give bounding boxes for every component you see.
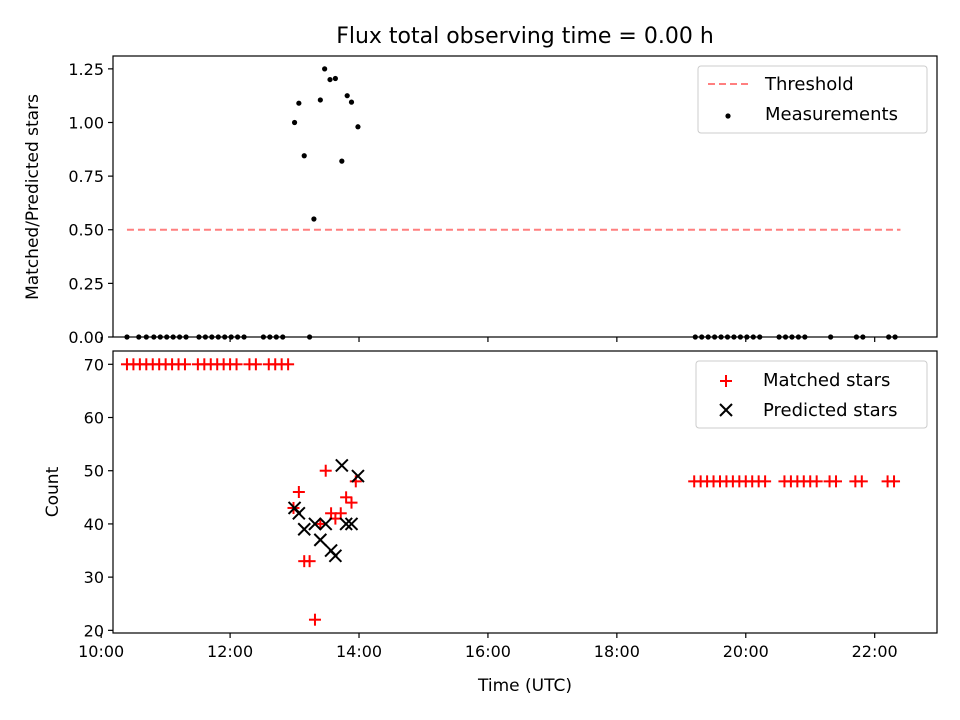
bottom-y-axis-label: Count — [43, 466, 63, 517]
matched-star-marker — [345, 496, 358, 509]
matched-star-marker — [759, 475, 772, 488]
predicted-star-marker — [319, 517, 333, 531]
y-tick-label: 40 — [84, 515, 104, 534]
bottom-axis-ticks: 10:00 12:00 14:00 16:00 18:00 20:00 22:00 20 30 4… — [78, 355, 898, 661]
predicted-star-marker — [351, 469, 365, 483]
matched-star-marker — [855, 475, 868, 488]
predicted-star-marker — [328, 549, 343, 563]
measurement-point — [327, 76, 333, 83]
x-tick-label: 10:00 — [78, 642, 124, 661]
top-axes-frame — [112, 55, 938, 338]
matched-star-marker — [340, 491, 353, 504]
matched-star-marker — [810, 475, 823, 488]
matched-star-marker — [303, 555, 316, 568]
top-panel: 0.00 0.25 0.50 0.75 1.00 1.25 Matched/Predict… — [23, 55, 938, 347]
top-y-axis-label: Matched/Predicted stars — [23, 94, 43, 300]
x-tick-label: 18:00 — [594, 642, 640, 661]
predicted-star-marker — [339, 517, 353, 531]
predicted-star-marker — [308, 517, 322, 531]
predicted-stars-legend-swatch — [719, 403, 733, 417]
measurement-point — [301, 153, 307, 159]
measurement-point — [296, 100, 302, 106]
y-tick-label: 30 — [84, 568, 104, 587]
matched-star-marker — [830, 475, 843, 488]
bottom-x-axis-label: Time (UTC) — [477, 676, 572, 696]
y-tick-label: 1.00 — [68, 113, 104, 132]
y-tick-label: 0.50 — [68, 221, 104, 240]
matched-star-marker — [249, 358, 262, 371]
bottom-legend: Matched stars Predicted stars — [695, 360, 928, 429]
bottom-axes-frame — [112, 350, 938, 634]
x-tick-label: 12:00 — [207, 642, 253, 661]
x-tick-label: 14:00 — [336, 642, 382, 661]
matched-star-marker — [178, 358, 191, 371]
matched-star-marker — [888, 475, 901, 488]
predicted-stars-legend-label: Predicted stars — [763, 400, 897, 421]
y-tick-label: 50 — [84, 462, 104, 481]
y-tick-label: 0.75 — [68, 167, 104, 186]
predicted-star-marker — [292, 506, 306, 520]
measurement-point — [322, 66, 328, 72]
bottom-panel: 10:00 12:00 14:00 16:00 18:00 20:00 22:00 20 30 4… — [43, 350, 938, 696]
measurement-point — [348, 99, 355, 105]
y-tick-label: 1.25 — [68, 60, 104, 79]
top-axis-ticks: 0.00 0.25 0.50 0.75 1.00 1.25 — [68, 60, 876, 347]
x-tick-label: 22:00 — [852, 642, 898, 661]
measurement-point — [291, 119, 298, 126]
predicted-star-marker — [313, 533, 328, 547]
y-tick-label: 60 — [84, 409, 104, 428]
measurement-point — [339, 158, 345, 164]
matched-star-marker — [292, 486, 305, 498]
predicted-star-marker — [297, 522, 311, 536]
measurement-point — [317, 97, 323, 103]
matched-star-marker — [308, 613, 321, 626]
x-tick-label: 20:00 — [723, 642, 769, 661]
bottom-data-marks — [120, 358, 901, 626]
y-tick-label: 0.00 — [68, 328, 104, 347]
measurement-point — [311, 216, 317, 222]
matched-star-marker — [282, 358, 295, 371]
matched-stars-legend-swatch — [720, 375, 732, 387]
measurement-point — [332, 75, 338, 82]
threshold-legend-label: Threshold — [764, 74, 854, 95]
top-legend: Threshold Measurements — [697, 65, 928, 134]
matched-stars-legend-label: Matched stars — [763, 370, 890, 391]
matched-star-marker — [334, 507, 347, 520]
measurements-legend-swatch — [725, 113, 731, 119]
x-tick-label: 16:00 — [465, 642, 511, 661]
y-tick-label: 0.25 — [68, 274, 104, 293]
matched-star-marker — [319, 464, 332, 477]
predicted-star-marker — [344, 517, 359, 531]
matched-star-marker — [230, 358, 243, 371]
y-tick-label: 70 — [84, 355, 104, 374]
measurement-point — [355, 124, 361, 130]
top-chart-title: Flux total observing time = 0.00 h — [336, 24, 714, 49]
y-tick-label: 20 — [84, 621, 104, 640]
top-legend-box — [697, 65, 928, 134]
predicted-star-marker — [335, 458, 349, 473]
measurement-point — [344, 93, 350, 99]
measurements-legend-label: Measurements — [765, 104, 898, 125]
bottom-legend-box — [695, 360, 928, 429]
